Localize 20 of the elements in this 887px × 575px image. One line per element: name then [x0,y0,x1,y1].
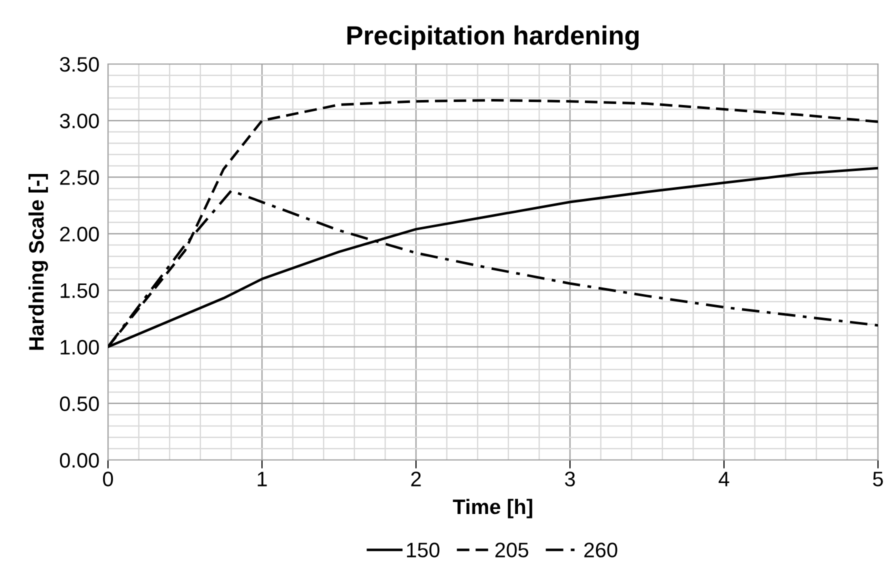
y-tick-label: 2.50 [60,170,99,185]
legend-label: 205 [495,542,528,558]
x-tick-label: 2 [411,472,421,486]
y-tick-label: 0.50 [60,396,99,412]
y-axis-title: Hardning Scale [-] [28,174,48,350]
x-tick-label: 1 [258,472,267,486]
x-tick-label: 0 [103,472,113,486]
chart-title: Precipitation hardening [347,25,639,50]
x-tick-label: 4 [718,472,730,486]
legend-label: 150 [407,542,440,558]
legend-label: 260 [584,542,618,558]
y-tick-label: 3.50 [60,57,99,72]
x-tick-label: 5 [873,472,883,486]
y-tick-label: 3.00 [60,114,99,128]
x-axis-title: Time [h] [452,498,532,518]
y-tick-label: 2.00 [60,226,99,242]
x-tick-label: 3 [565,472,575,486]
y-tick-label: 1.00 [60,340,99,355]
y-tick-label: 0.00 [60,453,99,468]
y-tick-label: 1.50 [60,283,99,298]
